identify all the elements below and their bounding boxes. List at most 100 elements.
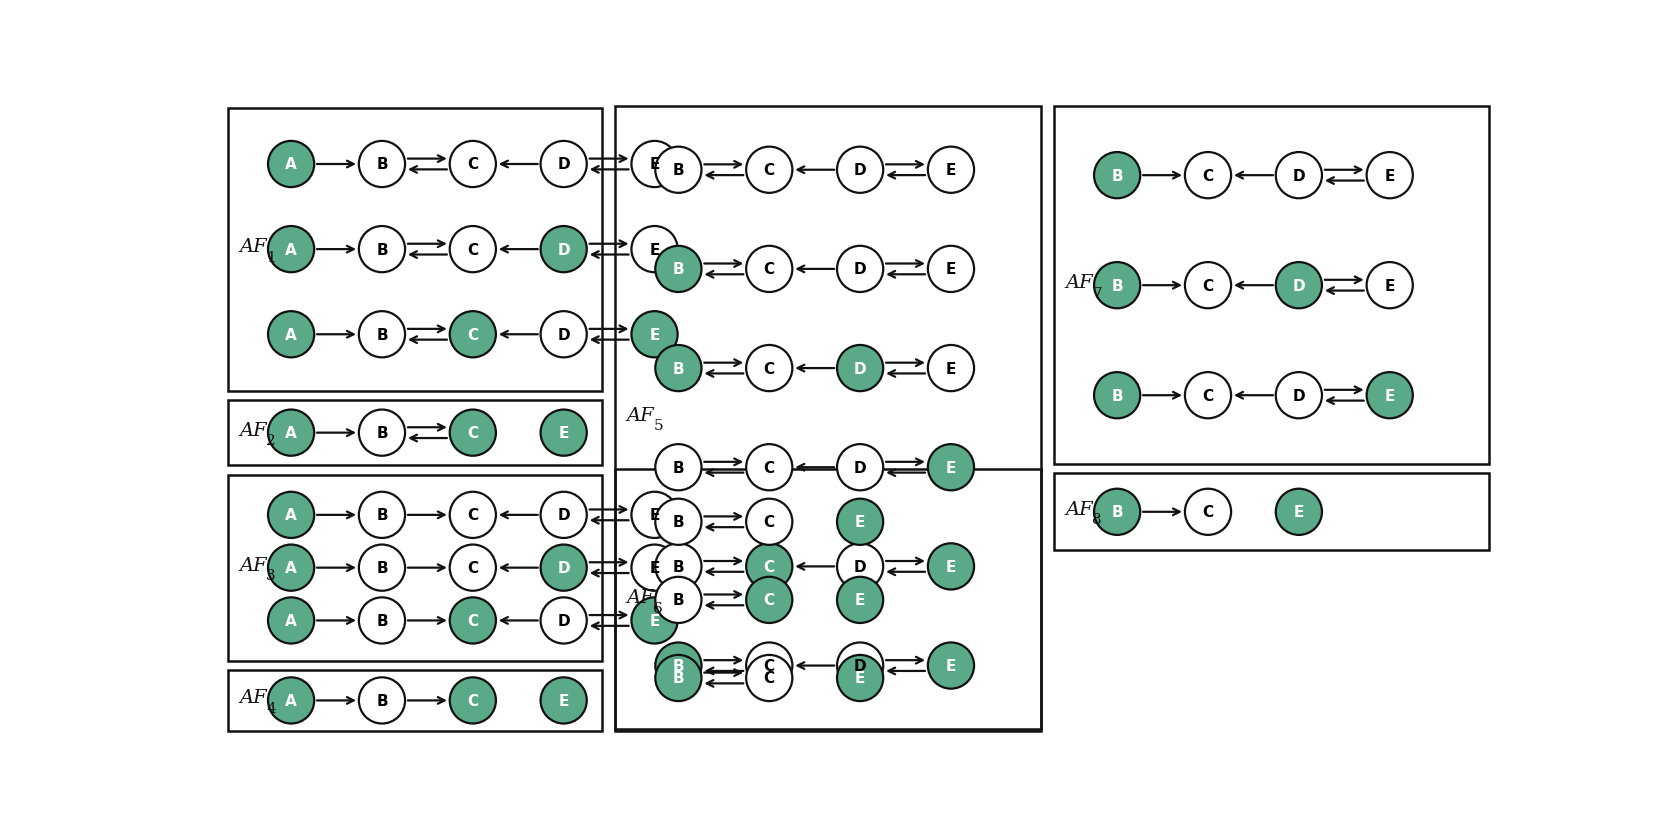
Text: C: C	[764, 671, 775, 686]
Text: A: A	[286, 508, 297, 522]
Text: E: E	[856, 515, 866, 530]
Text: B: B	[1111, 278, 1123, 293]
Circle shape	[1185, 153, 1232, 199]
Text: 6: 6	[653, 601, 663, 615]
Text: E: E	[946, 163, 956, 178]
Text: E: E	[1385, 388, 1395, 403]
Text: AF: AF	[1066, 274, 1093, 291]
Text: C: C	[764, 593, 775, 608]
Text: E: E	[1385, 278, 1395, 293]
Text: C: C	[764, 361, 775, 376]
Circle shape	[1095, 489, 1140, 535]
Text: C: C	[1203, 168, 1213, 184]
Text: E: E	[650, 508, 660, 522]
Circle shape	[747, 345, 792, 392]
Text: A: A	[286, 561, 297, 575]
Text: B: B	[673, 262, 683, 277]
Text: B: B	[673, 460, 683, 475]
Text: B: B	[673, 163, 683, 178]
Circle shape	[655, 643, 702, 689]
Text: B: B	[673, 658, 683, 673]
Circle shape	[837, 655, 884, 701]
Text: E: E	[856, 593, 866, 608]
Text: 7: 7	[1093, 286, 1101, 301]
Text: 5: 5	[653, 419, 663, 433]
Circle shape	[267, 410, 314, 456]
Text: AF: AF	[239, 556, 267, 574]
Circle shape	[1367, 153, 1412, 199]
Text: D: D	[558, 243, 570, 258]
Circle shape	[1275, 262, 1322, 309]
Circle shape	[359, 227, 404, 273]
Circle shape	[747, 643, 792, 689]
Circle shape	[449, 227, 496, 273]
Circle shape	[927, 544, 974, 590]
Circle shape	[541, 492, 587, 538]
Text: A: A	[286, 693, 297, 708]
Circle shape	[837, 643, 884, 689]
Text: C: C	[764, 515, 775, 530]
Text: C: C	[468, 614, 478, 628]
Circle shape	[632, 312, 678, 358]
Circle shape	[1367, 262, 1412, 309]
Circle shape	[541, 677, 587, 724]
Text: B: B	[673, 515, 683, 530]
Circle shape	[927, 247, 974, 292]
Text: D: D	[558, 327, 570, 342]
Text: B: B	[673, 671, 683, 686]
Text: C: C	[764, 262, 775, 277]
Text: D: D	[854, 460, 867, 475]
Text: E: E	[650, 614, 660, 628]
Text: E: E	[946, 262, 956, 277]
Text: C: C	[468, 157, 478, 172]
Text: AF: AF	[239, 421, 267, 439]
Text: B: B	[376, 426, 388, 440]
Circle shape	[1275, 489, 1322, 535]
Text: E: E	[1385, 168, 1395, 184]
Text: E: E	[650, 561, 660, 575]
Text: E: E	[558, 693, 568, 708]
Circle shape	[267, 677, 314, 724]
Circle shape	[541, 312, 587, 358]
Text: E: E	[946, 559, 956, 574]
Text: 2: 2	[266, 434, 276, 448]
Circle shape	[359, 545, 404, 591]
Circle shape	[359, 598, 404, 643]
Circle shape	[747, 544, 792, 590]
Circle shape	[1185, 262, 1232, 309]
Circle shape	[359, 492, 404, 538]
Text: B: B	[376, 327, 388, 342]
Circle shape	[747, 147, 792, 194]
Text: C: C	[468, 561, 478, 575]
Circle shape	[449, 677, 496, 724]
Text: D: D	[854, 361, 867, 376]
Text: E: E	[650, 243, 660, 258]
Text: D: D	[854, 163, 867, 178]
Text: D: D	[854, 559, 867, 574]
Circle shape	[747, 445, 792, 491]
Circle shape	[927, 147, 974, 194]
Circle shape	[1185, 489, 1232, 535]
Circle shape	[632, 492, 678, 538]
Text: B: B	[376, 157, 388, 172]
Text: D: D	[1293, 278, 1305, 293]
Circle shape	[1095, 262, 1140, 309]
Text: D: D	[558, 561, 570, 575]
Circle shape	[837, 147, 884, 194]
Text: D: D	[558, 157, 570, 172]
Circle shape	[632, 545, 678, 591]
Circle shape	[541, 545, 587, 591]
Text: B: B	[673, 559, 683, 574]
Text: B: B	[376, 508, 388, 522]
Circle shape	[449, 410, 496, 456]
Circle shape	[837, 247, 884, 292]
Circle shape	[655, 147, 702, 194]
Text: 8: 8	[1093, 513, 1101, 527]
Text: D: D	[1293, 388, 1305, 403]
Text: E: E	[558, 426, 568, 440]
Circle shape	[632, 227, 678, 273]
Text: C: C	[1203, 505, 1213, 520]
Circle shape	[632, 142, 678, 188]
Text: E: E	[946, 361, 956, 376]
Text: C: C	[1203, 278, 1213, 293]
